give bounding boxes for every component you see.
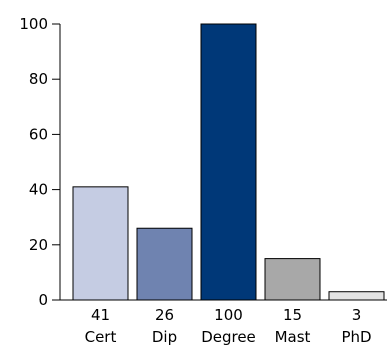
data-label: 3 (352, 306, 362, 324)
bar-phd (328, 291, 385, 301)
y-tick-label: 80 (29, 70, 48, 88)
labels: 41 Cert 26 Dip 100 Degree 15 Mast 3 PhD (85, 306, 372, 346)
data-label: 41 (91, 306, 110, 324)
y-tick-label: 60 (29, 125, 48, 143)
data-label: 100 (214, 306, 243, 324)
data-label: 26 (155, 306, 174, 324)
category-label: Cert (85, 328, 117, 346)
axes: 0 20 40 60 80 100 (19, 15, 387, 309)
category-label: PhD (341, 328, 371, 346)
bar-mast (264, 258, 321, 301)
y-tick-label: 40 (29, 181, 48, 199)
category-label: Dip (152, 328, 177, 346)
y-tick-label: 100 (19, 15, 48, 33)
bars (72, 23, 385, 301)
category-label: Mast (275, 328, 311, 346)
category-label: Degree (201, 328, 256, 346)
y-tick-label: 20 (29, 236, 48, 254)
bar-degree (200, 23, 257, 301)
y-tick-label: 0 (38, 291, 48, 309)
bar-cert (72, 186, 129, 301)
bar-dip (136, 227, 193, 301)
data-label: 15 (283, 306, 302, 324)
